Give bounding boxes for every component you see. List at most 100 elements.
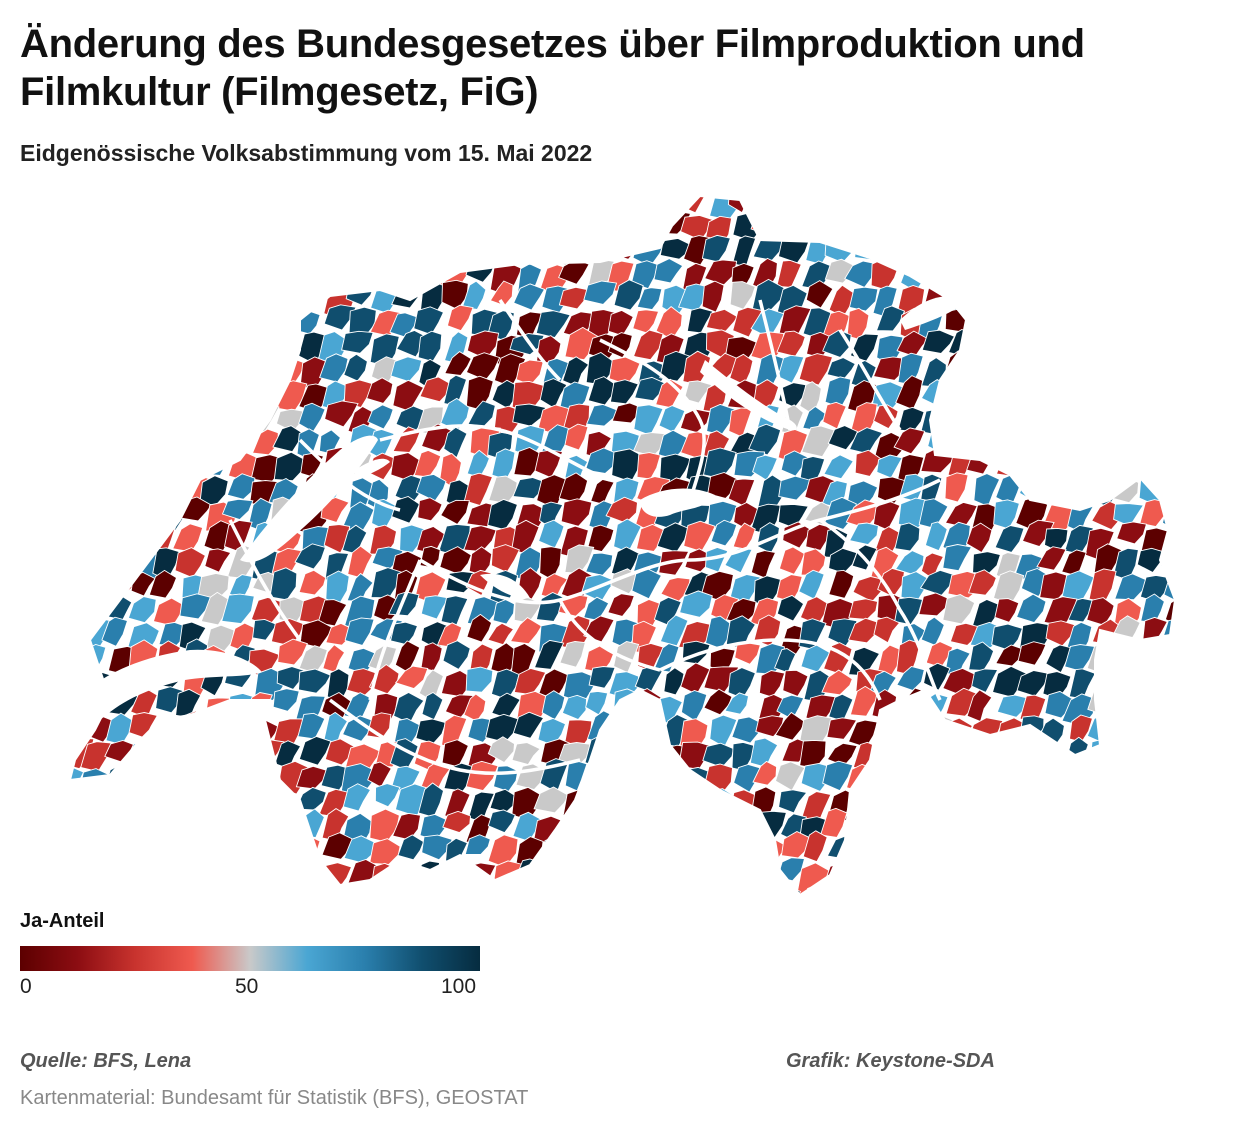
municipality-cell: [607, 593, 635, 617]
municipality-cell: [1087, 215, 1114, 240]
municipality-cell: [1042, 214, 1074, 237]
municipality-cell: [82, 196, 107, 221]
municipality-cell: [1113, 284, 1138, 318]
municipality-cell: [701, 234, 731, 263]
municipality-cell: [729, 353, 754, 386]
municipality-cell: [995, 448, 1032, 478]
municipality-cell: [1141, 212, 1172, 238]
municipality-cell: [965, 522, 993, 554]
municipality-cell: [590, 479, 615, 505]
municipality-cell: [971, 668, 999, 693]
municipality-cell: [1137, 237, 1169, 272]
municipality-cell: [875, 305, 906, 332]
municipality-cell: [705, 308, 739, 332]
municipality-cell: [487, 498, 518, 531]
municipality-cell: [149, 231, 179, 267]
municipality-cell: [875, 836, 908, 867]
municipality-cell: [875, 786, 906, 820]
municipality-cell: [1116, 377, 1149, 409]
municipality-cell: [897, 783, 928, 815]
municipality-cell: [201, 358, 237, 385]
municipality-cell: [561, 694, 587, 721]
municipality-cell: [705, 546, 729, 573]
municipality-cell: [613, 814, 641, 842]
municipality-cell: [924, 740, 949, 766]
municipality-cell: [341, 524, 368, 555]
municipality-cell: [899, 687, 928, 724]
municipality-cell: [346, 572, 374, 603]
municipality-cell: [1112, 429, 1141, 461]
municipality-cell: [420, 642, 443, 672]
municipality-cell: [897, 808, 928, 841]
municipality-cell: [103, 379, 137, 402]
municipality-cell: [222, 834, 253, 867]
municipality-cell: [70, 403, 84, 436]
municipality-cell: [679, 590, 713, 618]
municipality-cell: [1110, 328, 1137, 360]
municipality-cell: [440, 595, 469, 626]
municipality-cell: [202, 832, 232, 860]
municipality-cell: [181, 446, 207, 479]
municipality-cell: [659, 614, 689, 647]
municipality-cell: [1044, 861, 1076, 886]
municipality-cell: [678, 786, 712, 817]
municipality-cell: [1137, 255, 1165, 288]
municipality-cell: [1066, 472, 1095, 500]
municipality-cell: [200, 239, 231, 273]
municipality-cell: [393, 691, 425, 725]
municipality-cell: [1109, 886, 1141, 895]
municipality-cell: [1163, 574, 1175, 605]
municipality-cell: [274, 806, 302, 839]
municipality-cell: [944, 196, 976, 216]
municipality-cell: [582, 790, 609, 817]
municipality-cell: [465, 760, 499, 792]
municipality-cell: [201, 211, 231, 235]
municipality-cell: [1018, 472, 1043, 502]
municipality-cell: [657, 767, 693, 801]
municipality-cell: [394, 665, 429, 690]
municipality-cell: [487, 736, 515, 764]
municipality-cell: [894, 857, 923, 891]
municipality-cell: [944, 764, 972, 795]
municipality-cell: [972, 551, 1001, 574]
municipality-cell: [828, 569, 855, 599]
municipality-cell: [70, 334, 79, 364]
municipality-cell: [80, 884, 108, 895]
municipality-cell: [896, 666, 925, 691]
municipality-cell: [990, 196, 1026, 220]
municipality-cell: [679, 880, 707, 895]
municipality-cell: [871, 759, 902, 794]
municipality-cell: [1113, 503, 1145, 527]
municipality-cell: [273, 260, 299, 293]
municipality-cell: [606, 858, 636, 889]
municipality-cell: [940, 841, 969, 870]
municipality-cell: [392, 379, 425, 412]
municipality-cell: [438, 234, 471, 270]
municipality-cell: [324, 400, 359, 428]
municipality-cell: [1116, 521, 1147, 545]
municipality-cell: [1012, 312, 1045, 347]
municipality-cell: [1140, 593, 1165, 624]
municipality-cell: [1160, 882, 1175, 895]
municipality-cell: [709, 714, 738, 748]
municipality-cell: [1134, 196, 1159, 216]
municipality-cell: [732, 522, 756, 550]
municipality-cell: [178, 282, 205, 310]
municipality-cell: [516, 886, 540, 895]
municipality-cell: [638, 742, 667, 770]
municipality-cell: [414, 860, 440, 884]
municipality-cell: [228, 574, 253, 600]
municipality-cell: [1157, 404, 1175, 434]
municipality-cell: [539, 378, 568, 410]
municipality-cell: [923, 810, 952, 841]
municipality-cell: [1084, 374, 1120, 403]
municipality-cell: [108, 404, 134, 433]
municipality-cell: [321, 808, 350, 842]
municipality-cell: [318, 196, 352, 220]
municipality-cell: [1063, 382, 1096, 416]
municipality-cell: [70, 887, 82, 895]
municipality-cell: [1109, 812, 1141, 840]
municipality-cell: [1044, 527, 1069, 553]
municipality-cell: [967, 569, 997, 596]
municipality-cell: [1017, 379, 1043, 411]
